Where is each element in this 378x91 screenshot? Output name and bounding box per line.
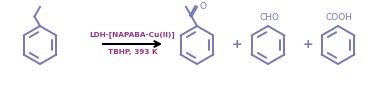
Text: O: O: [200, 2, 207, 11]
Text: +: +: [303, 38, 313, 52]
Text: TBHP, 393 K: TBHP, 393 K: [108, 49, 157, 55]
Text: +: +: [232, 38, 242, 52]
Text: LDH-[NAPABA-Cu(II)]: LDH-[NAPABA-Cu(II)]: [90, 31, 175, 38]
Text: CHO: CHO: [259, 13, 279, 22]
Text: COOH: COOH: [325, 13, 353, 22]
